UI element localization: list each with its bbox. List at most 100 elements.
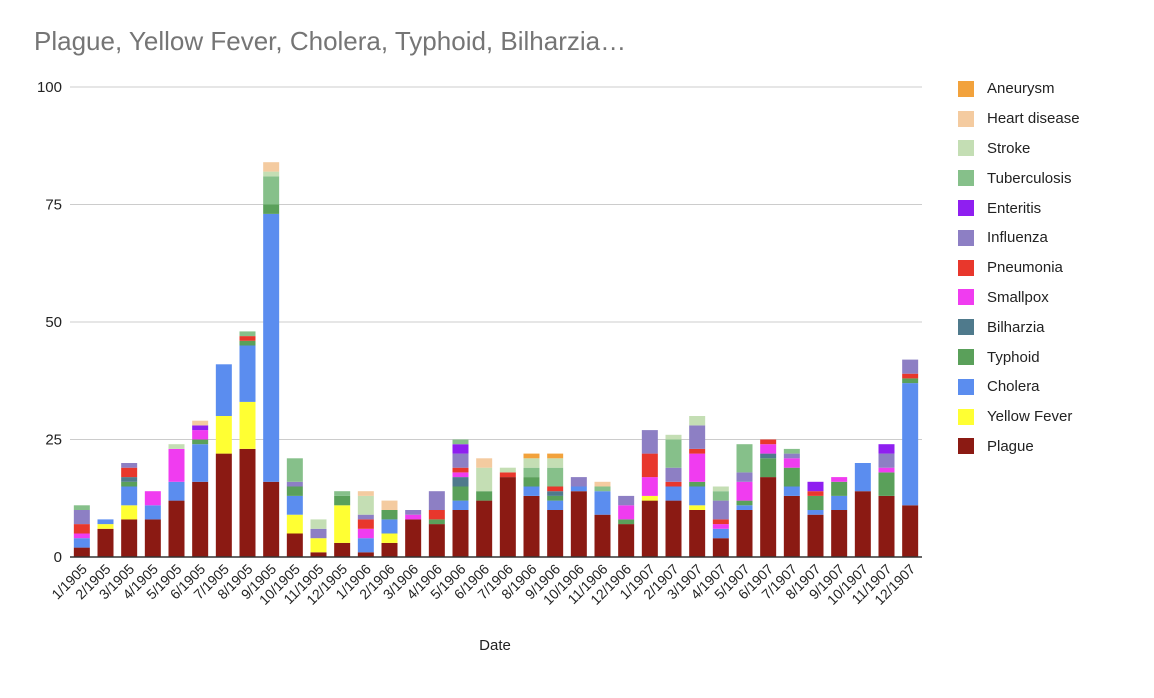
bar-segment — [310, 519, 327, 529]
bar-segment — [689, 481, 706, 487]
bar-segment — [878, 472, 895, 496]
bar-segment — [73, 510, 90, 525]
bar-segment — [192, 481, 209, 557]
bar-segment — [807, 514, 824, 557]
legend-label: Yellow Fever — [987, 408, 1073, 426]
legend-label: Plague — [987, 437, 1034, 455]
legend-swatch — [958, 349, 974, 366]
bar-segment — [783, 458, 800, 468]
bar-stack — [878, 444, 895, 557]
bar-segment — [452, 439, 469, 445]
legend-label: Heart disease — [987, 110, 1080, 128]
bar-segment — [641, 500, 658, 557]
bar-segment — [239, 345, 256, 402]
bar-segment — [547, 500, 564, 510]
bar-stack — [736, 444, 753, 557]
legend-label: Cholera — [987, 378, 1040, 396]
bar-stack — [263, 162, 280, 557]
legend-item[interactable]: Stroke — [958, 134, 1080, 164]
bar-segment — [523, 486, 540, 496]
bar-segment — [263, 481, 280, 557]
bar-segment — [381, 533, 398, 543]
bar-segment — [878, 467, 895, 473]
bar-segment — [689, 416, 706, 426]
bar-stack — [783, 448, 800, 557]
legend-item[interactable]: Typhoid — [958, 342, 1080, 372]
bar-segment — [310, 528, 327, 539]
bar-segment — [286, 495, 303, 515]
bar-segment — [97, 519, 114, 525]
bar-segment — [689, 486, 706, 506]
bar-segment — [523, 495, 540, 557]
bar-segment — [192, 430, 209, 440]
legend-item[interactable]: Heart disease — [958, 104, 1080, 134]
bar-segment — [736, 510, 753, 557]
bar-segment — [405, 510, 422, 515]
bar-segment — [239, 401, 256, 449]
legend-item[interactable]: Yellow Fever — [958, 402, 1080, 432]
bar-segment — [263, 213, 280, 482]
bar-segment — [807, 481, 824, 492]
legend-item[interactable]: Enteritis — [958, 193, 1080, 223]
legend-label: Enteritis — [987, 199, 1042, 217]
bar-segment — [263, 171, 280, 177]
bar-segment — [712, 500, 729, 520]
legend-item[interactable]: Pneumonia — [958, 253, 1080, 283]
bar-segment — [73, 547, 90, 557]
bar-segment — [144, 519, 161, 557]
legend-item[interactable]: Bilharzia — [958, 312, 1080, 342]
bar-segment — [570, 491, 587, 557]
bar-stack — [168, 444, 185, 557]
bar-stack — [405, 510, 422, 557]
bar-stack — [286, 458, 303, 557]
bar-segment — [121, 481, 138, 487]
bar-segment — [476, 500, 493, 557]
bar-segment — [570, 477, 587, 487]
bar-segment — [854, 463, 871, 492]
bar-segment — [783, 486, 800, 496]
bar-segment — [381, 519, 398, 534]
legend-item[interactable]: Tuberculosis — [958, 163, 1080, 193]
bar-segment — [523, 458, 540, 468]
bar-segment — [73, 533, 90, 539]
bar-segment — [665, 434, 682, 440]
legend-swatch — [958, 438, 974, 455]
bar-segment — [405, 514, 422, 520]
legend-label: Pneumonia — [987, 259, 1063, 277]
legend-item[interactable]: Aneurysm — [958, 74, 1080, 104]
legend-item[interactable]: Plague — [958, 432, 1080, 462]
bar-stack — [428, 491, 445, 557]
bar-stack — [807, 481, 824, 557]
bar-segment — [452, 453, 469, 468]
bar-stack — [760, 439, 777, 557]
bar-stack — [357, 491, 374, 557]
bar-segment — [192, 420, 209, 426]
bar-segment — [239, 331, 256, 337]
bar-segment — [452, 486, 469, 501]
y-tick-label: 75 — [45, 197, 62, 214]
bar-segment — [263, 176, 280, 205]
bar-segment — [641, 495, 658, 501]
bar-segment — [121, 486, 138, 506]
bar-segment — [144, 491, 161, 506]
legend-item[interactable]: Influenza — [958, 223, 1080, 253]
bar-segment — [357, 538, 374, 553]
bar-segment — [807, 495, 824, 510]
bar-segment — [452, 467, 469, 473]
bar-segment — [712, 528, 729, 539]
legend-label: Influenza — [987, 229, 1048, 247]
bar-segment — [286, 481, 303, 487]
bar-segment — [121, 463, 138, 468]
bar-segment — [286, 486, 303, 496]
bar-segment — [121, 505, 138, 520]
bar-segment — [547, 495, 564, 501]
legend-item[interactable]: Cholera — [958, 372, 1080, 402]
bar-stack — [570, 477, 587, 557]
legend-swatch — [958, 259, 974, 276]
bar-segment — [334, 542, 351, 557]
bar-segment — [736, 481, 753, 501]
y-tick-label: 100 — [37, 79, 62, 96]
legend-item[interactable]: Smallpox — [958, 283, 1080, 313]
bar-segment — [902, 373, 919, 379]
legend-label: Aneurysm — [987, 80, 1055, 98]
